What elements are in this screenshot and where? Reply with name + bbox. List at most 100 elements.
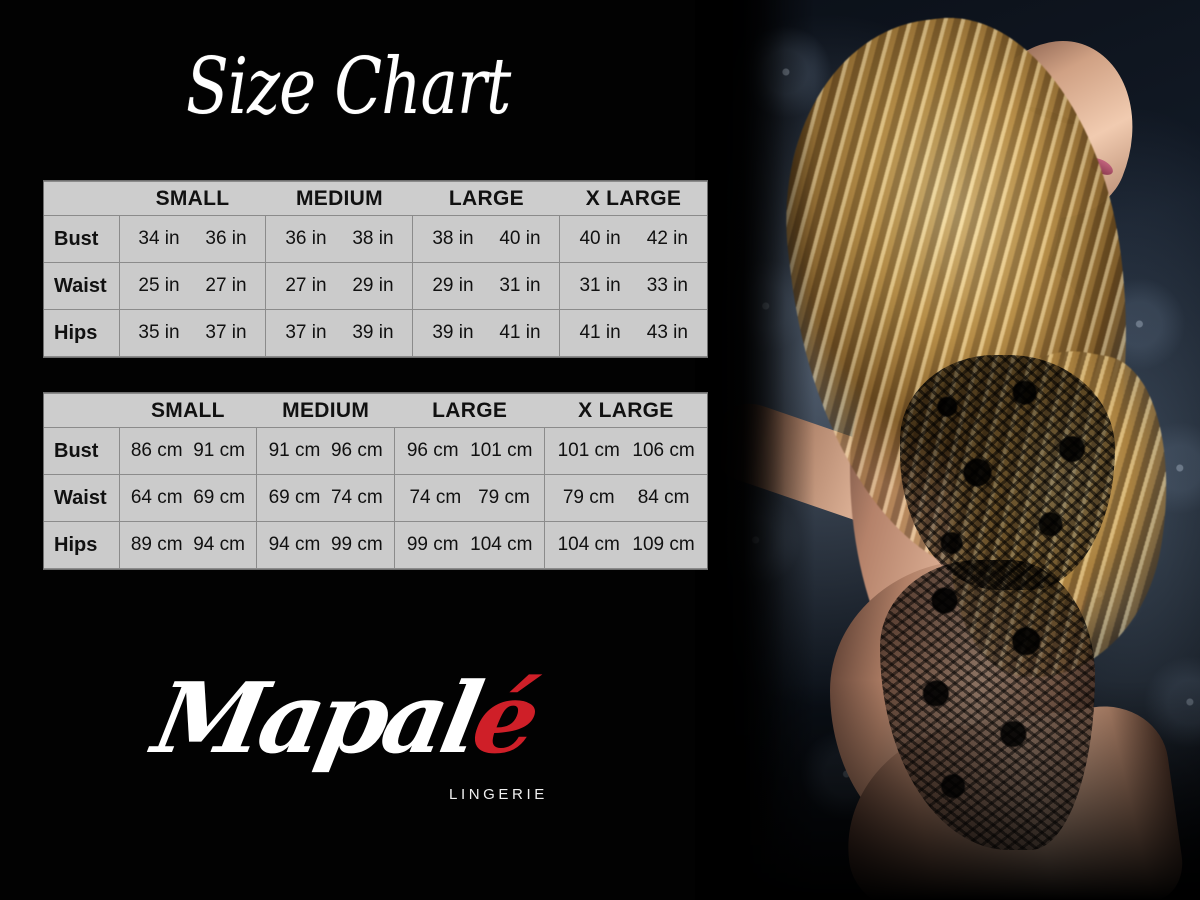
value-max: 31 in bbox=[499, 275, 541, 296]
brand-wordmark: Mapalé bbox=[145, 661, 544, 775]
value-min: 31 in bbox=[579, 275, 621, 296]
value-pair: 86 cm 91 cm bbox=[120, 428, 257, 474]
value-min: 41 in bbox=[579, 322, 621, 343]
value-max: 109 cm bbox=[632, 534, 695, 555]
value-min: 89 cm bbox=[130, 534, 183, 555]
value-pair: 34 in 36 in bbox=[120, 216, 266, 262]
row-label-bust: Bust bbox=[44, 215, 120, 263]
column-header-large: LARGE bbox=[412, 181, 560, 216]
value-min: 96 cm bbox=[406, 440, 459, 461]
cell-hips-medium: 94 cm 99 cm bbox=[256, 521, 396, 569]
value-pair: 94 cm 99 cm bbox=[257, 522, 394, 568]
cell-hips-small: 89 cm 94 cm bbox=[118, 521, 258, 569]
value-min: 27 in bbox=[285, 275, 327, 296]
value-max: 69 cm bbox=[193, 487, 245, 508]
row-label-waist: Waist bbox=[44, 474, 120, 522]
row-label-waist: Waist bbox=[44, 262, 120, 310]
table-header-inches: SMALL MEDIUM LARGE X LARGE bbox=[44, 181, 707, 216]
cell-bust-medium: 36 in 38 in bbox=[265, 215, 414, 263]
value-max: 27 in bbox=[205, 275, 247, 296]
value-max: 99 cm bbox=[330, 534, 383, 555]
cell-bust-large: 38 in 40 in bbox=[412, 215, 561, 263]
value-max: 106 cm bbox=[632, 440, 695, 461]
cell-waist-small: 64 cm 69 cm bbox=[118, 474, 258, 522]
value-min: 35 in bbox=[138, 322, 180, 343]
cell-bust-medium: 91 cm 96 cm bbox=[256, 427, 396, 475]
header-corner-cell bbox=[44, 181, 119, 216]
value-pair: 27 in 29 in bbox=[266, 263, 412, 309]
cell-hips-medium: 37 in 39 in bbox=[265, 309, 414, 357]
cell-bust-xlarge: 40 in 42 in bbox=[559, 215, 707, 263]
value-min: 94 cm bbox=[268, 534, 321, 555]
value-max: 84 cm bbox=[637, 487, 690, 508]
value-min: 79 cm bbox=[562, 487, 615, 508]
cell-waist-xlarge: 31 in 33 in bbox=[559, 262, 707, 310]
value-max: 79 cm bbox=[478, 487, 530, 508]
header-corner-cell bbox=[44, 393, 119, 428]
value-pair: 91 cm 96 cm bbox=[257, 428, 394, 474]
value-pair: 36 in 38 in bbox=[266, 216, 412, 262]
table-row: Bust 86 cm 91 cm 91 cm 96 cm 96 cm bbox=[44, 427, 707, 475]
model-photo bbox=[695, 0, 1200, 900]
table-header-cm: SMALL MEDIUM LARGE X LARGE bbox=[44, 393, 707, 428]
row-label-hips: Hips bbox=[44, 309, 120, 357]
value-pair: 38 in 40 in bbox=[413, 216, 559, 262]
cell-hips-small: 35 in 37 in bbox=[118, 309, 267, 357]
value-max: 91 cm bbox=[193, 440, 245, 461]
value-min: 29 in bbox=[432, 275, 474, 296]
table-row: Waist 25 in 27 in 27 in 29 in 29 in bbox=[44, 262, 707, 310]
value-max: 96 cm bbox=[330, 440, 383, 461]
value-pair: 89 cm 94 cm bbox=[120, 522, 257, 568]
value-pair: 64 cm 69 cm bbox=[120, 475, 257, 521]
value-pair: 69 cm 74 cm bbox=[257, 475, 394, 521]
value-max: 94 cm bbox=[193, 534, 245, 555]
value-min: 104 cm bbox=[557, 534, 620, 555]
value-pair: 31 in 33 in bbox=[560, 263, 707, 309]
lace-bodysuit-top bbox=[900, 355, 1115, 590]
header-row: SMALL MEDIUM LARGE X LARGE bbox=[44, 181, 707, 216]
value-pair: 29 in 31 in bbox=[413, 263, 559, 309]
value-min: 34 in bbox=[138, 228, 180, 249]
column-header-xlarge: X LARGE bbox=[559, 181, 707, 216]
value-min: 25 in bbox=[138, 275, 180, 296]
value-max: 42 in bbox=[646, 228, 688, 249]
cell-bust-small: 86 cm 91 cm bbox=[118, 427, 258, 475]
value-min: 99 cm bbox=[406, 534, 459, 555]
value-min: 74 cm bbox=[409, 487, 462, 508]
cell-hips-xlarge: 104 cm 109 cm bbox=[544, 521, 707, 569]
cell-waist-medium: 69 cm 74 cm bbox=[256, 474, 396, 522]
value-max: 33 in bbox=[646, 275, 688, 296]
value-min: 69 cm bbox=[268, 487, 321, 508]
table-row: Hips 89 cm 94 cm 94 cm 99 cm 99 cm bbox=[44, 521, 707, 569]
value-pair: 25 in 27 in bbox=[120, 263, 266, 309]
value-pair: 99 cm 104 cm bbox=[395, 522, 544, 568]
value-min: 37 in bbox=[285, 322, 327, 343]
cell-waist-medium: 27 in 29 in bbox=[265, 262, 414, 310]
cell-hips-xlarge: 41 in 43 in bbox=[559, 309, 707, 357]
value-pair: 37 in 39 in bbox=[266, 310, 412, 356]
value-min: 91 cm bbox=[268, 440, 321, 461]
row-label-hips: Hips bbox=[44, 521, 120, 569]
value-pair: 96 cm 101 cm bbox=[395, 428, 544, 474]
value-max: 74 cm bbox=[330, 487, 383, 508]
cell-bust-xlarge: 101 cm 106 cm bbox=[544, 427, 707, 475]
cell-waist-small: 25 in 27 in bbox=[118, 262, 267, 310]
column-header-medium: MEDIUM bbox=[265, 181, 413, 216]
value-min: 38 in bbox=[432, 228, 474, 249]
value-pair: 101 cm 106 cm bbox=[545, 428, 707, 474]
table-row: Bust 34 in 36 in 36 in 38 in 38 in bbox=[44, 215, 707, 263]
value-max: 104 cm bbox=[470, 534, 533, 555]
column-header-small: SMALL bbox=[119, 181, 266, 216]
value-max: 41 in bbox=[499, 322, 541, 343]
size-table-centimeters: SMALL MEDIUM LARGE X LARGE Bust 86 cm 91… bbox=[44, 393, 707, 569]
cell-bust-small: 34 in 36 in bbox=[118, 215, 267, 263]
value-max: 43 in bbox=[646, 322, 688, 343]
column-header-medium: MEDIUM bbox=[256, 393, 395, 428]
value-pair: 40 in 42 in bbox=[560, 216, 707, 262]
value-max: 37 in bbox=[205, 322, 247, 343]
value-max: 40 in bbox=[499, 228, 541, 249]
value-min: 39 in bbox=[432, 322, 474, 343]
brand-logo: Mapalé LINGERIE bbox=[145, 661, 566, 818]
column-header-large: LARGE bbox=[394, 393, 545, 428]
